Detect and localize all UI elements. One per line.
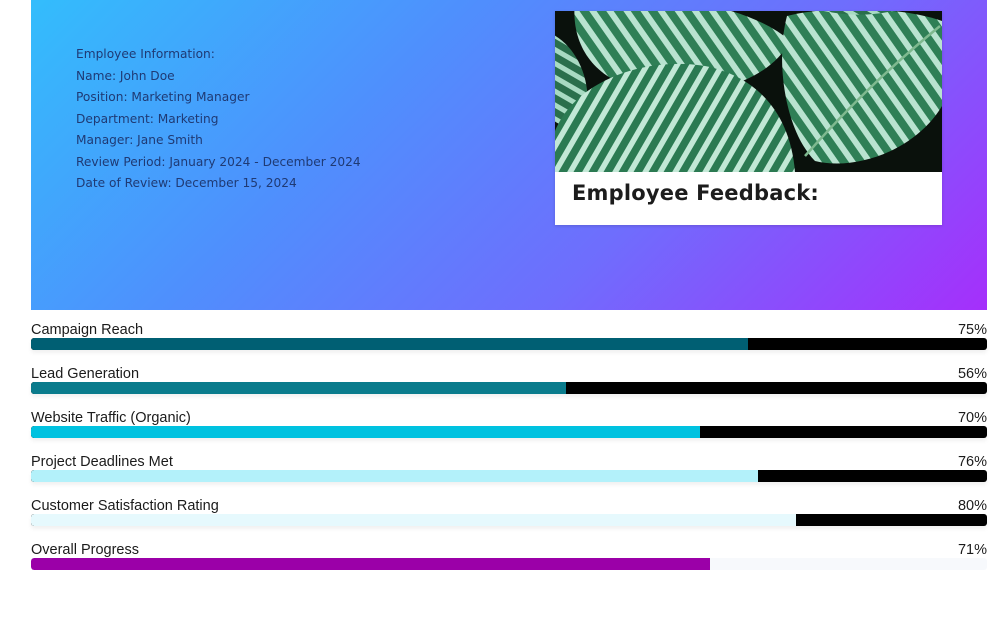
metric-value: 76% xyxy=(957,454,987,470)
review-date: Date of Review: December 15, 2024 xyxy=(76,176,297,190)
progress-track xyxy=(31,558,987,570)
feedback-card: Employee Feedback: xyxy=(555,11,942,225)
progress-track xyxy=(31,338,987,350)
progress-fill xyxy=(31,514,796,526)
metric-customer-satisfaction: Customer Satisfaction Rating 80% xyxy=(31,494,987,538)
progress-fill xyxy=(31,426,701,438)
progress-fill xyxy=(31,558,710,570)
metric-lead-generation: Lead Generation 56% xyxy=(31,362,987,406)
employee-info: Employee Information: Name: John Doe Pos… xyxy=(76,44,361,195)
metric-label: Lead Generation xyxy=(31,366,140,382)
metric-project-deadlines: Project Deadlines Met 76% xyxy=(31,450,987,494)
employee-position: Position: Marketing Manager xyxy=(76,90,250,104)
hero-banner: Employee Information: Name: John Doe Pos… xyxy=(31,0,987,310)
metric-label: Project Deadlines Met xyxy=(31,454,173,470)
metric-campaign-reach: Campaign Reach 75% xyxy=(31,318,987,362)
leaf-illustration-icon xyxy=(555,11,942,172)
progress-fill xyxy=(31,470,758,482)
progress-fill xyxy=(31,338,748,350)
metric-overall-progress: Overall Progress 71% xyxy=(31,538,987,582)
metrics-list: Campaign Reach 75% Lead Generation 56% W… xyxy=(31,318,987,582)
metric-value: 80% xyxy=(957,498,987,514)
metric-label: Customer Satisfaction Rating xyxy=(31,498,219,514)
progress-track xyxy=(31,382,987,394)
employee-department: Department: Marketing xyxy=(76,111,219,126)
employee-manager: Manager: Jane Smith xyxy=(76,133,203,147)
progress-track xyxy=(31,470,987,482)
metric-value: 70% xyxy=(957,410,987,426)
review-period: Review Period: January 2024 - December 2… xyxy=(76,154,361,169)
metric-label: Campaign Reach xyxy=(31,322,144,338)
metric-value: 56% xyxy=(957,366,987,382)
progress-track xyxy=(31,426,987,438)
metric-website-traffic: Website Traffic (Organic) 70% xyxy=(31,406,987,450)
employee-name: Name: John Doe xyxy=(76,68,175,83)
metric-value: 75% xyxy=(957,322,987,338)
employee-info-heading: Employee Information: xyxy=(76,47,215,61)
feedback-title: Employee Feedback: xyxy=(572,181,819,205)
progress-track xyxy=(31,514,987,526)
progress-fill xyxy=(31,382,567,394)
metric-value: 71% xyxy=(957,542,987,558)
metric-label: Overall Progress xyxy=(31,542,139,558)
metric-label: Website Traffic (Organic) xyxy=(31,410,191,426)
leaf-image xyxy=(555,11,942,172)
